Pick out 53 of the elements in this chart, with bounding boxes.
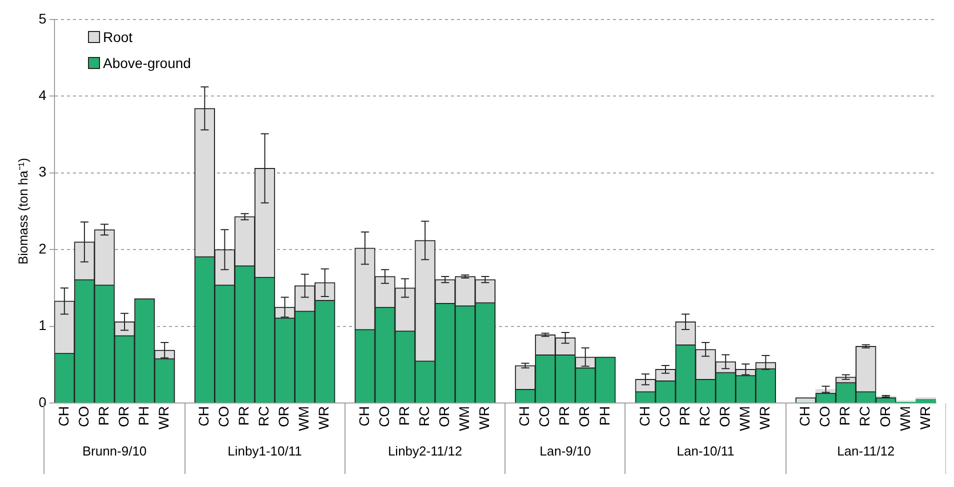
text: Lan-11/12 bbox=[837, 444, 895, 459]
y-axis-title: Biomass (ton ha⁻¹) bbox=[15, 158, 30, 265]
text: Lan-9/10 bbox=[540, 444, 591, 459]
legend-label: Above-ground bbox=[103, 54, 191, 73]
x-tick-label: WM bbox=[456, 406, 472, 432]
text: Linby1-10/11 bbox=[228, 444, 302, 459]
x-tick-label: WM bbox=[736, 406, 753, 432]
x-tick-label: OR bbox=[276, 406, 292, 428]
x-tick-label: PR bbox=[236, 406, 252, 426]
y-tick-label: 5 bbox=[38, 10, 47, 26]
x-tick-label: WR bbox=[916, 406, 933, 430]
x-tick-label: RC bbox=[256, 406, 272, 426]
text: Brunn-9/10 bbox=[82, 444, 147, 459]
x-tick-label: CH bbox=[796, 406, 813, 426]
x-tick-label: CO bbox=[816, 406, 833, 428]
x-tick-label: CO bbox=[656, 406, 672, 428]
y-tick-label: 1 bbox=[38, 317, 47, 334]
x-tick-label: PR bbox=[556, 406, 572, 426]
x-tick-label: CH bbox=[356, 406, 372, 426]
x-tick-label: RC bbox=[696, 406, 712, 426]
x-tick-label: CH bbox=[196, 406, 212, 426]
x-tick-label: PH bbox=[596, 406, 612, 426]
x-tick-label: PR bbox=[676, 406, 692, 426]
x-tick-label: CH bbox=[516, 406, 532, 426]
x-tick-label: OR bbox=[716, 406, 732, 428]
x-tick-label: CH bbox=[55, 406, 72, 426]
x-tick-label: CO bbox=[536, 406, 552, 428]
x-tick-label: WM bbox=[296, 406, 312, 432]
x-tick-label: CO bbox=[216, 406, 232, 428]
x-tick-label: PR bbox=[95, 406, 112, 426]
x-tick-label: RC bbox=[416, 406, 432, 426]
x-tick-label: WR bbox=[476, 406, 492, 430]
x-tick-label: OR bbox=[576, 406, 592, 428]
x-tick-label: WR bbox=[155, 406, 172, 430]
x-tick-label: PH bbox=[135, 406, 152, 426]
x-tick-label: CO bbox=[75, 406, 92, 428]
text: Lan-10/11 bbox=[676, 444, 734, 459]
y-tick-label: 4 bbox=[38, 87, 47, 104]
x-tick-label: WR bbox=[316, 406, 332, 430]
x-tick-label: RC bbox=[856, 406, 873, 426]
x-tick-label: OR bbox=[876, 406, 893, 428]
y-tick-label: 2 bbox=[38, 240, 47, 256]
x-tick-label: OR bbox=[115, 406, 132, 428]
y-tick-label: 3 bbox=[38, 164, 47, 180]
x-tick-label: PR bbox=[396, 406, 412, 426]
x-tick-label: PR bbox=[836, 406, 853, 426]
x-tick-label: CO bbox=[376, 406, 392, 428]
legend-label: Root bbox=[103, 28, 133, 47]
x-tick-label: WR bbox=[756, 406, 773, 430]
x-tick-label: OR bbox=[436, 406, 452, 428]
x-tick-label: CH bbox=[636, 406, 652, 426]
text: Linby2-11/12 bbox=[388, 444, 462, 459]
x-tick-label: WM bbox=[896, 406, 913, 432]
